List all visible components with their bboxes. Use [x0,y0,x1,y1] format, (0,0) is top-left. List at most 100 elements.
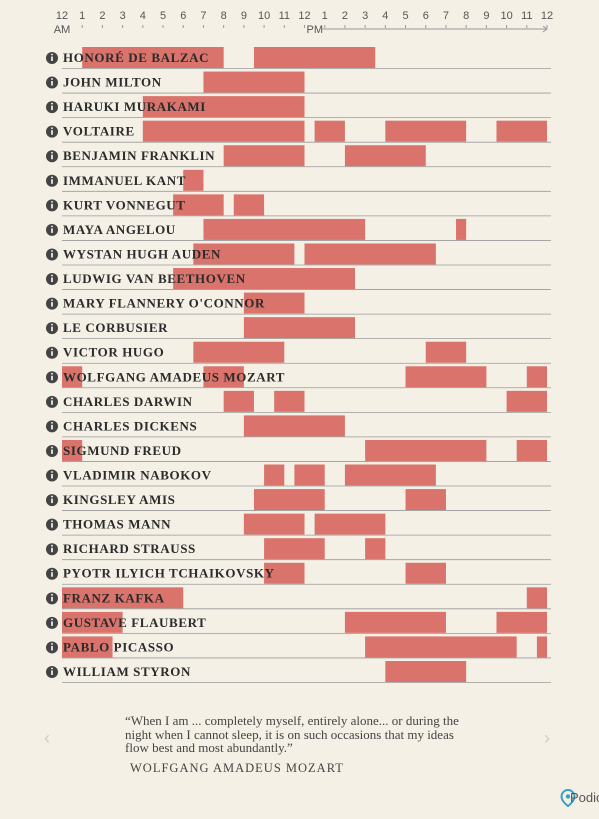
axis-arrow [542,25,548,33]
info-icon[interactable] [46,518,58,531]
info-glyph [51,498,53,504]
info-dot [51,250,53,252]
person-name: PABLO PICASSO [63,639,174,654]
info-glyph [51,326,53,332]
activity-bar [264,538,325,560]
x-tick-label: 1 [79,10,85,22]
activity-bar [203,366,244,388]
info-icon[interactable] [46,444,58,457]
info-icon[interactable] [46,52,58,64]
x-tick-label: 1 [322,10,328,22]
activity-bar [62,611,123,633]
info-glyph [51,596,53,602]
info-glyph [51,56,53,61]
activity-bar [385,120,467,142]
prev-arrow[interactable]: ‹ [44,728,50,748]
info-icon[interactable] [46,273,58,286]
activity-bar [264,562,305,584]
info-icon[interactable] [46,371,58,384]
info-glyph [51,621,53,626]
activity-bar [233,194,265,216]
info-icon[interactable] [46,174,58,187]
info-icon[interactable] [46,150,58,163]
x-tick-label: 10 [258,10,270,22]
info-icon[interactable] [46,567,58,580]
activity-bar [506,390,547,412]
person-name: VLADIMIR NABOKOV [63,468,212,483]
info-icon[interactable] [46,346,58,359]
info-dot [51,102,53,105]
x-tick-label: 3 [362,10,368,22]
info-icon[interactable] [46,543,58,556]
info-dot [51,422,53,424]
info-glyph [51,547,53,553]
info-icon[interactable] [46,297,58,310]
activity-bar [183,169,204,191]
activity-bar [173,268,356,290]
info-dot [51,495,53,498]
info-icon[interactable] [46,322,58,335]
info-icon[interactable] [46,494,58,507]
person-name: KINGSLEY AMIS [63,492,175,507]
info-dot [51,299,53,301]
info-icon[interactable] [46,248,58,261]
activity-bar [243,415,345,437]
info-icon[interactable] [46,395,58,408]
info-glyph [51,154,53,160]
quote: “When I am ... completely myself, entire… [125,713,459,755]
activity-bar [193,243,295,265]
info-icon[interactable] [46,125,58,138]
activity-bar [264,464,285,486]
person-name: LUDWIG VAN BEETHOVEN [63,271,246,286]
activity-bar [243,513,305,535]
info-dot [51,397,53,400]
activity-bar [173,194,224,216]
info-icon[interactable] [46,469,58,482]
person-name: CHARLES DARWIN [63,394,193,409]
info-dot [51,569,53,572]
info-glyph [51,105,53,111]
x-tick-label: 5 [402,10,408,22]
activity-bar [496,120,547,142]
info-dot [51,323,53,326]
info-icon[interactable] [46,420,58,433]
activity-bar [203,71,305,93]
info-glyph [51,130,53,135]
person-name: KURT VONNEGUT [63,197,186,212]
info-dot [51,544,53,547]
person-name: BENJAMIN FRANKLIN [63,148,215,163]
person-name: CHARLES DICKENS [63,418,197,433]
info-dot [51,200,53,203]
next-arrow[interactable]: › [544,728,550,748]
activity-bar [536,636,547,658]
person-name: VICTOR HUGO [63,345,164,360]
person-name: JOHN MILTON [63,75,162,90]
info-icon[interactable] [46,76,58,89]
info-icon[interactable] [46,199,58,212]
activity-bar [405,489,446,511]
info-icon[interactable] [46,666,58,678]
info-dot [51,372,53,375]
activity-bar [526,366,547,388]
info-dot [51,618,53,621]
activity-bar [142,96,305,118]
info-dot [51,667,53,670]
person-name: SIGMUND FREUD [63,443,182,458]
info-icon[interactable] [46,101,58,114]
info-icon[interactable] [46,592,58,605]
info-icon[interactable] [46,616,58,629]
person-name: MARY FLANNERY O'CONNOR [63,296,265,311]
info-icon[interactable] [46,223,58,236]
activity-bar [253,489,325,511]
info-icon[interactable] [46,641,58,654]
activity-bar [142,120,305,142]
activity-bar [344,145,426,167]
x-tick-label: 7 [200,10,206,22]
activity-bar [314,513,386,535]
x-tick-label: 6 [423,10,429,22]
info-glyph [51,179,53,184]
info-dot [51,446,53,449]
activity-bar [405,562,446,584]
activity-bar [365,439,487,461]
